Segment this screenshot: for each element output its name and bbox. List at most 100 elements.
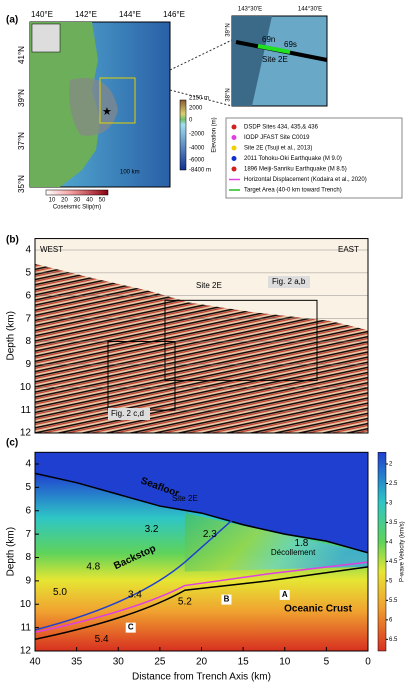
overview-map xyxy=(31,23,61,53)
annotation: Décollement xyxy=(271,548,316,557)
elevation-label: -2000 xyxy=(189,132,205,138)
land xyxy=(30,22,100,187)
annotation: 1.8 xyxy=(294,538,308,549)
annotation: 5.4 xyxy=(95,634,109,645)
y-tick-label: 11 xyxy=(21,405,32,416)
inset-relief xyxy=(232,16,272,106)
y-tick-label: 11 xyxy=(21,622,32,633)
annotation: 3.4 xyxy=(128,590,142,601)
legend-entry: Site 2E (Tsuji et al., 2013) xyxy=(244,146,312,152)
x-tick-label: 40 xyxy=(29,657,41,668)
y-tick-label: 4 xyxy=(25,459,31,470)
lat-label: 41°N xyxy=(17,46,26,64)
backstop-line xyxy=(34,517,236,631)
y-tick-label: 7 xyxy=(25,313,31,324)
y-tick-label: 5 xyxy=(25,268,31,279)
annotation: 5.0 xyxy=(53,587,67,598)
scale-bar: 100 km xyxy=(120,170,140,176)
slip-tick: 40 xyxy=(86,198,93,204)
annotation: 3.2 xyxy=(145,524,159,535)
elevation-label: 0 xyxy=(189,118,193,124)
fig-label: Fig. 2 a,b xyxy=(272,277,306,286)
colorbar-label: 2 xyxy=(389,462,393,468)
y-tick-label: 8 xyxy=(25,336,31,347)
annotation: 2.3 xyxy=(203,529,217,540)
legend-entry: IODP JFAST Site C0019 xyxy=(244,135,310,141)
fig-box xyxy=(164,299,318,381)
elevation-title: Elevation (m) xyxy=(212,117,218,152)
colorbar-label: 2.5 xyxy=(389,481,398,487)
colorbar-label: 4.5 xyxy=(389,559,398,565)
x-tick-label: 5 xyxy=(324,657,330,668)
x-tick-label: 20 xyxy=(196,657,208,668)
epicenter: ★ xyxy=(102,106,112,118)
y-tick-label: 6 xyxy=(25,290,31,301)
elevation-label: -4000 xyxy=(189,146,205,152)
inset-lon: 144°30'E xyxy=(298,7,322,13)
lon-label: 140°E xyxy=(31,10,53,19)
lat-label: 39°N xyxy=(17,89,26,107)
lat-label: 35°N xyxy=(17,175,26,193)
inset-lat: 39°N xyxy=(226,23,232,36)
y-tick-label: 9 xyxy=(25,576,31,587)
annotation: Site 2E xyxy=(172,494,198,503)
elevation-label: -6000 xyxy=(189,158,205,164)
direction: WEST xyxy=(40,245,63,254)
label-box xyxy=(108,408,150,420)
slip-contours xyxy=(69,78,118,136)
x-tick-label: 30 xyxy=(113,657,125,668)
y-axis-title: Depth (km) xyxy=(6,311,17,360)
inset-lat: 38°N xyxy=(226,88,232,101)
y-axis-title: Depth (km) xyxy=(6,527,17,576)
legend-symbol xyxy=(231,166,237,172)
annotation: 4.8 xyxy=(86,561,100,572)
panel-label: (b) xyxy=(6,235,19,246)
y-tick-label: 7 xyxy=(25,529,31,540)
label-box xyxy=(268,276,310,288)
x-tick-label: 0 xyxy=(365,657,371,668)
crust-line xyxy=(34,566,369,641)
lon-label: 144°E xyxy=(119,10,141,19)
wedge xyxy=(184,513,368,572)
marker-box xyxy=(279,589,290,600)
colorbar xyxy=(377,452,387,652)
annotation: Oceanic Crust xyxy=(284,604,352,615)
annotation: C xyxy=(128,623,134,632)
legend-symbol xyxy=(231,156,237,161)
y-tick-label: 8 xyxy=(25,552,31,563)
legend-entry: 1896 Meiji-Sanriku Earthquake (M 8.5) xyxy=(244,167,347,173)
colorbar-label: 6.5 xyxy=(389,637,398,643)
elevation-label: 2000 xyxy=(189,106,203,112)
marker-box xyxy=(221,594,232,605)
colorbar-title: P-wave Velocity (km/s) xyxy=(400,521,406,582)
target-area xyxy=(99,77,136,124)
colorbar-label: 3.5 xyxy=(389,520,398,526)
frame xyxy=(34,238,369,434)
elevation-bar xyxy=(179,99,187,171)
lon-label: 142°E xyxy=(75,10,97,19)
slip-tick: 50 xyxy=(99,198,106,204)
frame xyxy=(34,451,369,652)
y-tick-label: 9 xyxy=(25,359,31,370)
legend-entry: Horizontal Displacement (Kodaira et al.,… xyxy=(244,177,367,183)
y-tick-label: 10 xyxy=(20,382,32,393)
colorbar-label: 5.5 xyxy=(389,598,398,604)
fig-label: Fig. 2 c,d xyxy=(111,409,144,418)
y-tick-label: 12 xyxy=(20,646,32,657)
panel-label: (c) xyxy=(6,438,18,449)
panel-label: (a) xyxy=(6,15,18,26)
slip-tick: 30 xyxy=(74,198,81,204)
zoom-line xyxy=(169,39,233,71)
colorbar-label: 6 xyxy=(389,617,393,623)
legend xyxy=(225,117,403,199)
site-label: Site 2E xyxy=(196,281,222,290)
legend-symbol xyxy=(231,145,237,151)
y-tick-label: 5 xyxy=(25,482,31,493)
y-tick-label: 12 xyxy=(20,428,32,439)
x-tick-label: 15 xyxy=(238,657,250,668)
direction: EAST xyxy=(338,245,359,254)
seismic-section xyxy=(35,263,368,433)
lon-label: 146°E xyxy=(163,10,185,19)
decollement-line xyxy=(34,561,369,634)
